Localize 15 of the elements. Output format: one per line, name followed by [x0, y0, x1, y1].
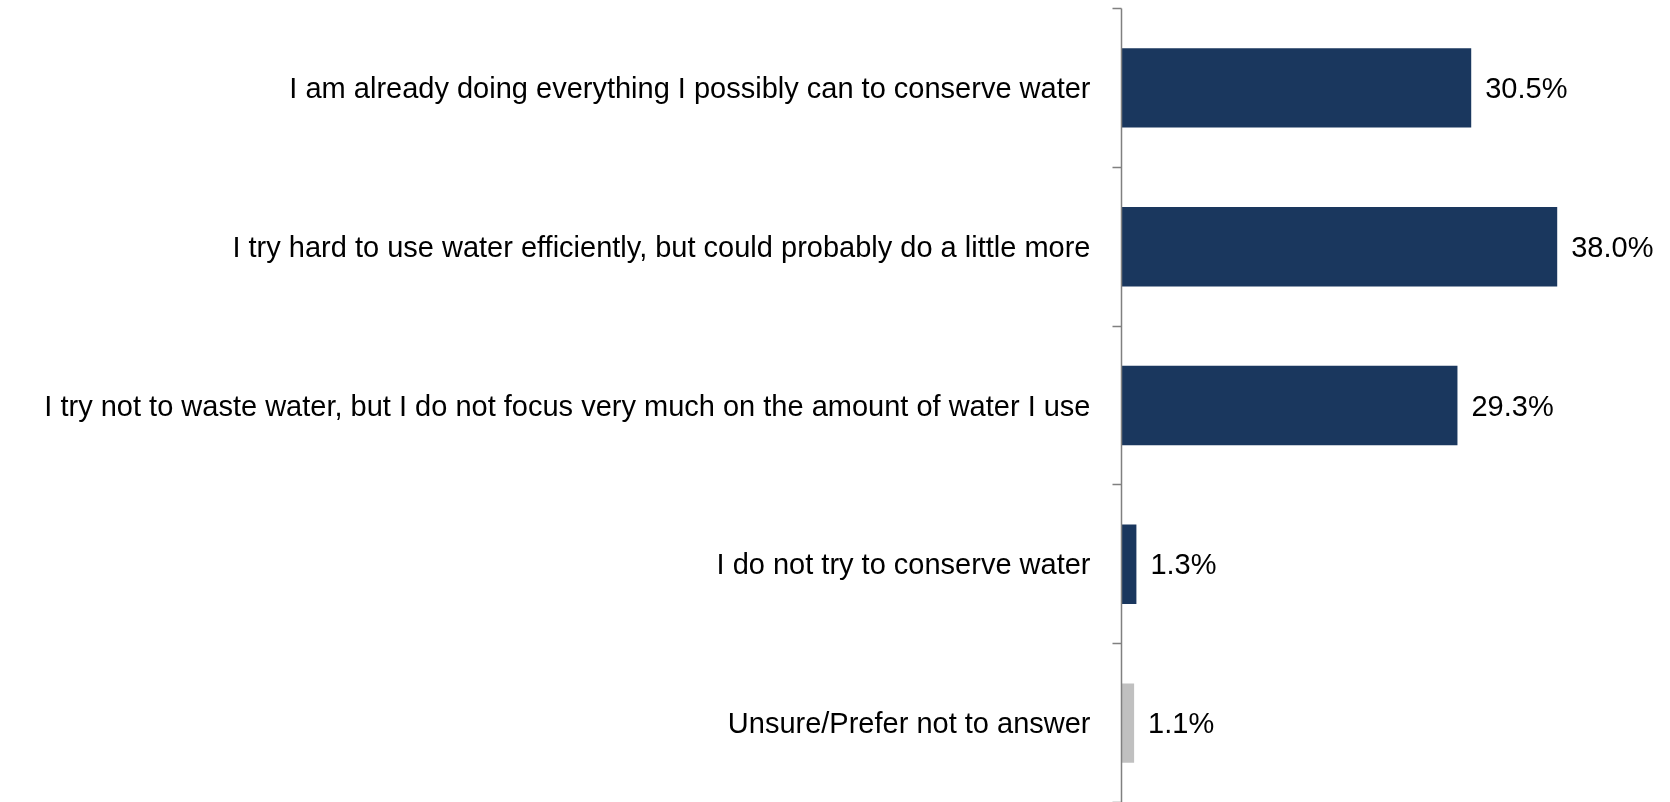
bar	[1121, 207, 1558, 287]
bar	[1121, 48, 1472, 128]
y-tick-label: I am already doing everything I possibly can to conserve water	[289, 71, 1091, 104]
data-label: 1.3%	[1150, 548, 1217, 581]
y-tick-label: Unsure/Prefer not to answer	[727, 707, 1091, 740]
bar	[1121, 524, 1137, 604]
data-label: 30.5%	[1485, 71, 1568, 104]
data-label: 29.3%	[1471, 389, 1554, 422]
y-tick-label: I do not try to conserve water	[716, 548, 1091, 581]
data-label: 38.0%	[1571, 230, 1654, 263]
bar	[1121, 365, 1458, 446]
bar	[1121, 683, 1135, 763]
y-tick-label: I try not to waste water, but I do not focus very much on the amount of water I use	[44, 389, 1091, 422]
data-label: 1.1%	[1148, 707, 1215, 740]
y-tick-label: I try hard to use water efficiently, but could probably do a little more	[232, 230, 1091, 263]
